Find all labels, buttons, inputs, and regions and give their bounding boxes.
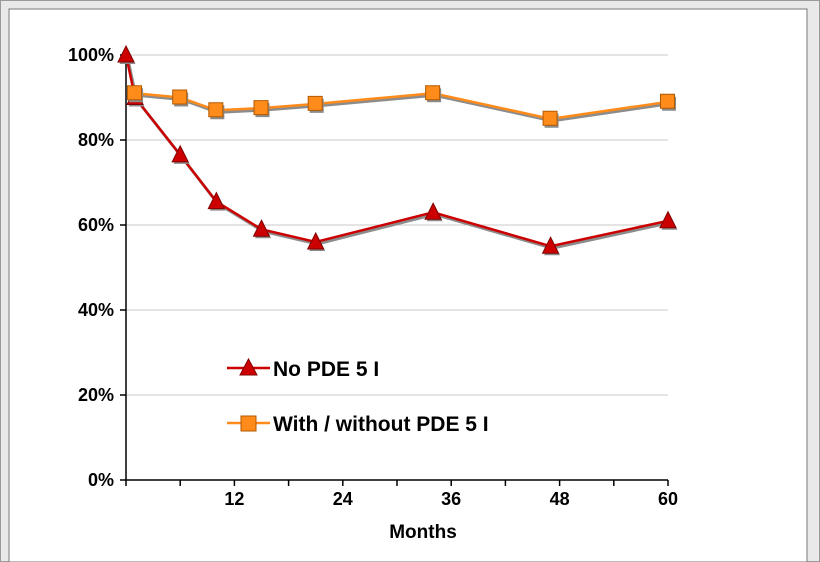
series-1 [127, 85, 676, 128]
series-0 [117, 44, 678, 256]
square-marker-icon [240, 415, 257, 432]
data-point-square [127, 85, 143, 101]
x-tick-label: 60 [658, 489, 678, 509]
gridlines [126, 54, 668, 396]
legend-label-no-pde5i: No PDE 5 I [273, 358, 379, 381]
legend-item-with-without-pde5i: With / without PDE 5 I [227, 413, 489, 436]
data-point-square [172, 89, 188, 105]
data-point-triangle [306, 231, 325, 250]
data-point-triangle [659, 210, 677, 229]
x-tick-label: 24 [333, 489, 353, 509]
data-point-square [542, 110, 558, 126]
y-tick-label: 40% [78, 300, 114, 320]
y-tick-label: 100% [68, 45, 114, 65]
legend: No PDE 5 I With / without PDE 5 I [227, 357, 489, 436]
triangle-marker-icon [239, 357, 258, 376]
legend-item-no-pde5i: No PDE 5 I [227, 357, 379, 381]
y-tick-label: 0% [88, 470, 114, 490]
data-point-triangle [252, 219, 271, 237]
y-tick-label: 20% [78, 385, 114, 405]
data-point-square [660, 93, 675, 109]
series-layer [117, 44, 678, 256]
x-tick-label: 36 [441, 489, 461, 509]
data-point-triangle [541, 236, 560, 254]
y-axis-ticks: 0% 20% 40% 60% 80% 100% [68, 45, 126, 490]
y-tick-label: 60% [78, 215, 114, 235]
data-point-square [425, 85, 441, 101]
data-point-square [208, 102, 224, 118]
x-axis-ticks: 12 24 36 48 60 [125, 480, 678, 509]
legend-label-with-without-pde5i: With / without PDE 5 I [273, 413, 489, 436]
data-point-square [253, 100, 269, 116]
data-point-square [307, 95, 323, 111]
data-point-triangle [117, 44, 135, 63]
data-point-triangle [424, 202, 442, 220]
x-axis-title: Months [389, 522, 457, 543]
y-tick-label: 80% [78, 130, 114, 150]
x-tick-label: 48 [550, 489, 570, 509]
x-tick-label: 12 [224, 489, 244, 509]
data-point-triangle [207, 191, 226, 210]
data-point-triangle [171, 144, 190, 163]
